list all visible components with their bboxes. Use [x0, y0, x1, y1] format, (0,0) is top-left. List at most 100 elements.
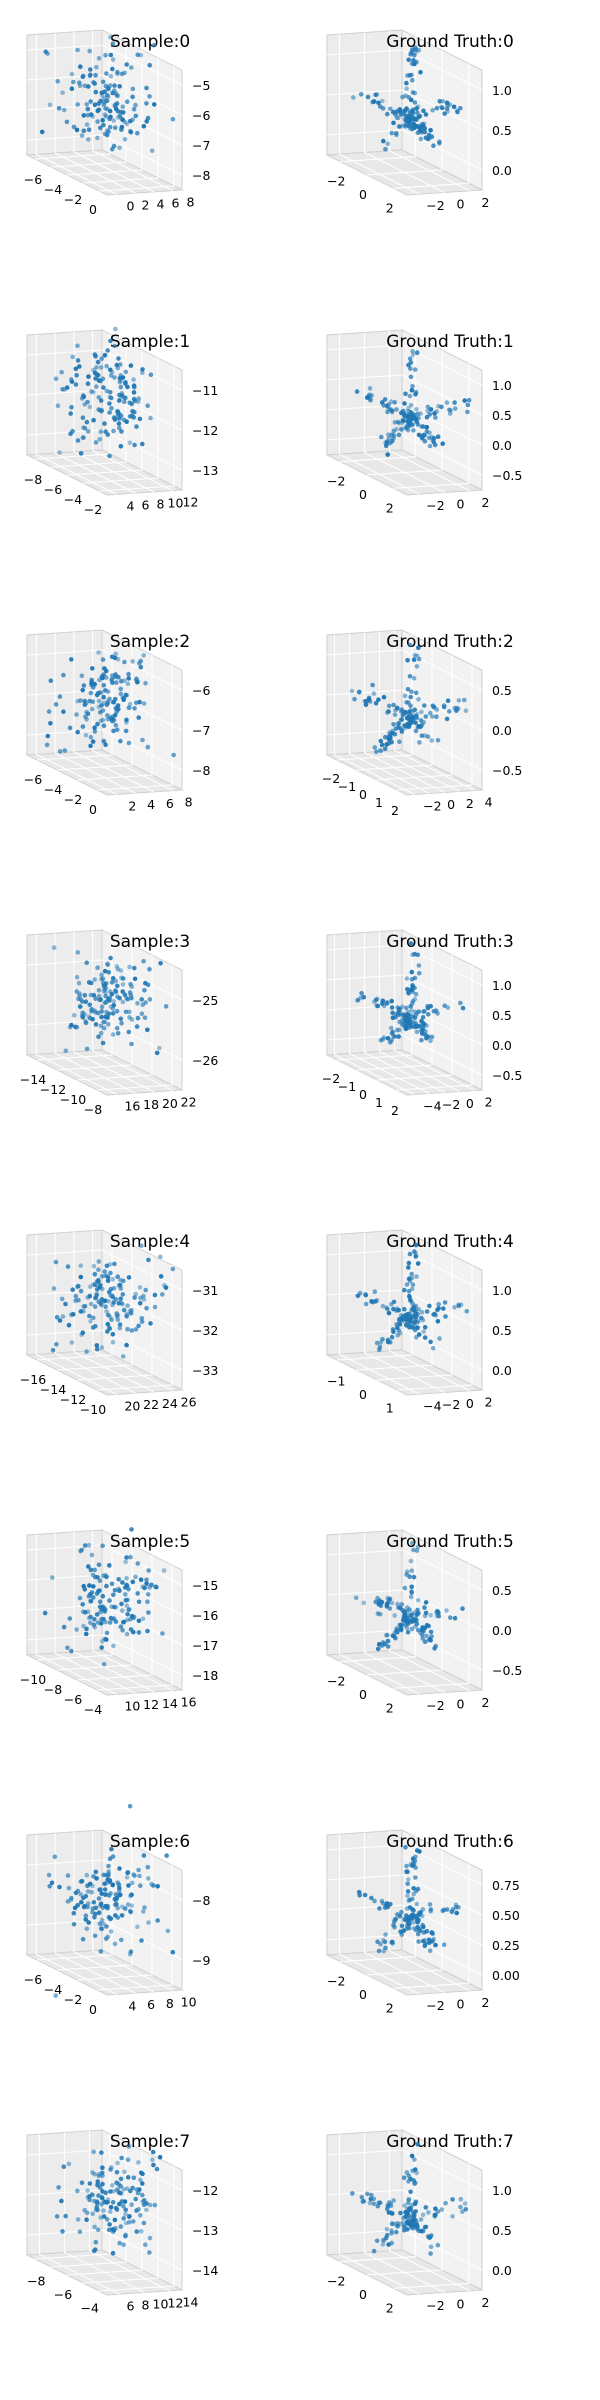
- data-point: [451, 104, 457, 110]
- data-point: [71, 79, 76, 85]
- data-point: [93, 371, 99, 377]
- data-point: [126, 2144, 132, 2149]
- data-point: [133, 700, 139, 706]
- data-point: [408, 2189, 413, 2195]
- data-point: [408, 1594, 414, 1600]
- data-point: [385, 1638, 391, 1644]
- data-point: [88, 1599, 94, 1604]
- data-point: [124, 1312, 130, 1317]
- x-grid-line: [54, 1533, 136, 1694]
- data-point: [455, 109, 460, 115]
- data-point: [144, 1306, 149, 1311]
- z-grid-line: [26, 1329, 183, 1371]
- data-point: [414, 1029, 420, 1035]
- data-point: [395, 1332, 401, 1338]
- data-point: [374, 1298, 380, 1303]
- z-grid-line: [326, 1034, 483, 1076]
- data-point: [398, 2210, 403, 2216]
- data-point: [433, 415, 438, 420]
- y-grid-line: [36, 1235, 113, 1361]
- data-point: [429, 1634, 434, 1639]
- y-grid-line: [376, 955, 453, 1081]
- data-point: [404, 1617, 410, 1623]
- data-point: [138, 2170, 144, 2176]
- data-point: [114, 1902, 119, 1907]
- data-point: [93, 1323, 98, 1329]
- data-point: [431, 1008, 437, 1014]
- data-point: [404, 106, 409, 111]
- data-point: [111, 728, 116, 734]
- data-point: [136, 715, 141, 720]
- data-point: [68, 411, 73, 416]
- data-point: [80, 1330, 86, 1336]
- data-point: [103, 668, 109, 674]
- data-point: [110, 2250, 116, 2256]
- data-point: [371, 99, 377, 104]
- z-grid-line: [326, 1289, 483, 1331]
- data-point: [124, 1342, 129, 1348]
- data-point: [129, 984, 134, 990]
- data-point: [104, 363, 109, 369]
- data-point: [101, 723, 107, 728]
- data-point: [135, 1015, 141, 1021]
- x-tick-label: −14: [20, 1072, 46, 1087]
- data-point: [47, 102, 53, 108]
- data-point: [84, 419, 90, 425]
- data-point: [425, 1012, 431, 1017]
- x-tick-label: −4: [64, 492, 82, 507]
- data-point: [421, 432, 426, 438]
- y-tick-label: −2: [442, 1397, 460, 1412]
- data-point: [122, 1585, 128, 1590]
- data-point: [81, 1583, 86, 1589]
- data-point: [406, 119, 411, 124]
- data-point: [404, 1869, 409, 1874]
- data-point: [404, 1625, 410, 1631]
- data-point: [163, 1285, 169, 1290]
- y-grid-line: [393, 1563, 470, 1689]
- data-point: [383, 1945, 388, 1951]
- data-point: [87, 404, 93, 410]
- data-point: [164, 1853, 169, 1858]
- data-point: [412, 367, 418, 372]
- data-point: [98, 709, 103, 715]
- data-point: [163, 1004, 169, 1009]
- y-tick-label: 0: [457, 2297, 465, 2312]
- data-point: [104, 1574, 109, 1580]
- data-point: [405, 115, 410, 120]
- data-point: [441, 703, 447, 708]
- data-point: [418, 70, 423, 75]
- z-grid-line: [26, 1859, 183, 1901]
- data-point: [404, 2227, 410, 2232]
- data-point: [158, 1274, 164, 1279]
- data-point: [88, 1301, 94, 1307]
- data-point: [106, 1011, 112, 1017]
- y-grid-line: [76, 655, 153, 781]
- data-point: [416, 645, 421, 650]
- data-point: [101, 1661, 107, 1667]
- data-point: [63, 2213, 68, 2219]
- x-grid-line: [54, 933, 136, 1094]
- data-point: [89, 389, 94, 394]
- y-tick-label: 2: [482, 2295, 490, 2310]
- data-point: [406, 717, 412, 723]
- x-tick-label: −4: [84, 1702, 102, 1717]
- data-point: [416, 1009, 422, 1014]
- y-grid-line: [340, 36, 416, 163]
- data-point: [83, 1893, 89, 1899]
- x-tick-label: −16: [20, 1372, 46, 1387]
- z-tick-label: 0.5: [492, 1008, 512, 1023]
- z-grid-line: [326, 1904, 483, 1946]
- data-point: [103, 993, 108, 999]
- data-point: [421, 1329, 427, 1334]
- data-point: [73, 1890, 79, 1896]
- z-tick-label: 1.0: [492, 978, 512, 993]
- x-grid-line: [92, 330, 173, 492]
- data-point: [116, 1300, 122, 1306]
- y-tick-label: 16: [181, 1695, 197, 1710]
- data-point: [143, 980, 148, 986]
- data-point: [115, 966, 121, 972]
- data-point: [77, 1595, 83, 1601]
- data-point: [385, 1632, 390, 1638]
- data-point: [102, 1269, 107, 1274]
- y-tick-label: −2: [426, 1998, 444, 2013]
